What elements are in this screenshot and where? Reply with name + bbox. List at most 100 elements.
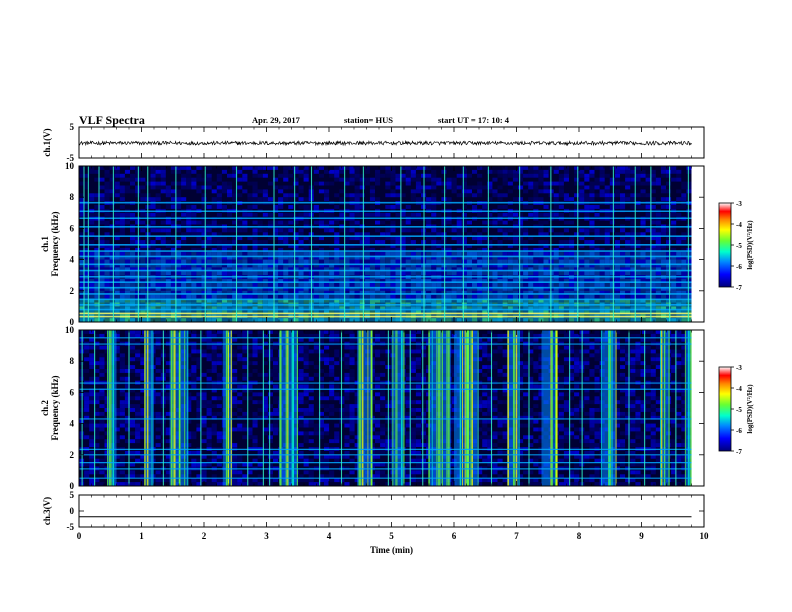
noise-cell xyxy=(543,298,549,303)
noise-cell xyxy=(456,263,462,268)
noise-cell xyxy=(293,169,299,174)
noise-cell xyxy=(410,189,416,194)
noise-cell xyxy=(451,177,457,182)
noise-cell xyxy=(298,286,304,291)
noise-cell xyxy=(375,290,381,295)
noise-cell xyxy=(216,173,222,178)
noise-cell xyxy=(181,298,187,303)
noise-cell xyxy=(426,279,432,283)
noise-cell xyxy=(477,286,483,291)
noise-cell xyxy=(354,279,360,283)
noise-cell xyxy=(380,267,386,272)
noise-cell xyxy=(451,189,457,194)
noise-cell xyxy=(130,173,136,178)
noise-cell xyxy=(630,259,636,264)
noise-cell xyxy=(359,318,365,322)
noise-cell xyxy=(497,263,503,268)
noise-cell xyxy=(563,279,569,283)
noise-cell xyxy=(313,251,319,256)
noise-cell xyxy=(579,236,585,241)
noise-cell xyxy=(318,298,324,303)
noise-cell xyxy=(446,267,452,272)
noise-cell xyxy=(267,349,273,354)
noise-cell xyxy=(426,290,432,295)
noise-cell xyxy=(579,283,585,287)
noise-cell xyxy=(446,279,452,283)
noise-cell xyxy=(140,294,146,299)
noise-cell xyxy=(558,251,564,256)
noise-cell xyxy=(451,236,457,241)
noise-cell xyxy=(415,267,421,272)
noise-cell xyxy=(395,251,401,256)
noise-cell xyxy=(466,251,472,256)
noise-cell xyxy=(339,169,345,174)
noise-cell xyxy=(415,306,421,311)
noise-cell xyxy=(211,349,217,354)
noise-cell xyxy=(109,271,115,276)
noise-cell xyxy=(150,181,156,186)
noise-cell xyxy=(487,181,493,186)
noise-cell xyxy=(334,267,340,272)
noise-cell xyxy=(640,181,646,186)
noise-cell xyxy=(385,298,391,303)
noise-cell xyxy=(635,166,641,170)
noise-cell xyxy=(109,306,115,311)
noise-cell xyxy=(89,294,95,299)
noise-cell xyxy=(461,177,467,182)
noise-cell xyxy=(242,372,248,377)
noise-cell xyxy=(89,419,95,424)
noise-cell xyxy=(676,251,682,256)
noise-cell xyxy=(89,357,95,362)
noise-cell xyxy=(354,232,360,237)
noise-cell xyxy=(569,286,575,291)
noise-cell xyxy=(533,255,539,260)
noise-cell xyxy=(446,212,452,217)
noise-cell xyxy=(415,279,421,283)
noise-cell xyxy=(334,169,340,174)
noise-cell xyxy=(650,205,656,209)
noise-cell xyxy=(446,177,452,182)
noise-cell xyxy=(257,310,263,315)
noise-cell xyxy=(293,244,299,248)
noise-cell xyxy=(461,286,467,291)
noise-cell xyxy=(533,169,539,174)
noise-cell xyxy=(538,310,544,315)
noise-cell xyxy=(349,263,355,268)
noise-cell xyxy=(650,181,656,186)
noise-cell xyxy=(94,298,100,303)
noise-cell xyxy=(344,181,350,186)
noise-cell xyxy=(446,251,452,256)
noise-cell xyxy=(553,298,559,303)
noise-cell xyxy=(135,411,141,416)
noise-cell xyxy=(104,232,110,237)
noise-cell xyxy=(461,169,467,174)
noise-cell xyxy=(390,279,396,283)
noise-cell xyxy=(89,212,95,217)
noise-cell xyxy=(574,166,580,170)
noise-cell xyxy=(339,306,345,311)
noise-cell xyxy=(247,271,253,276)
noise-cell xyxy=(165,279,171,283)
noise-cell xyxy=(528,259,534,264)
noise-cell xyxy=(140,306,146,311)
noise-cell xyxy=(523,298,529,303)
noise-cell xyxy=(135,357,141,362)
noise-cell xyxy=(456,310,462,315)
noise-cell xyxy=(344,318,350,322)
noise-cell xyxy=(232,271,238,276)
noise-cell xyxy=(232,169,238,174)
noise-cell xyxy=(533,189,539,194)
noise-cell xyxy=(278,271,284,276)
noise-cell xyxy=(369,255,375,260)
noise-cell xyxy=(155,345,161,350)
noise-cell xyxy=(181,271,187,276)
noise-cell xyxy=(119,283,125,287)
noise-cell xyxy=(267,318,273,322)
noise-cell xyxy=(135,396,141,401)
noise-cell xyxy=(196,306,202,311)
noise-cell xyxy=(686,212,692,217)
noise-cell xyxy=(589,189,595,194)
noise-cell xyxy=(318,271,324,276)
noise-cell xyxy=(390,255,396,260)
noise-cell xyxy=(472,279,478,283)
